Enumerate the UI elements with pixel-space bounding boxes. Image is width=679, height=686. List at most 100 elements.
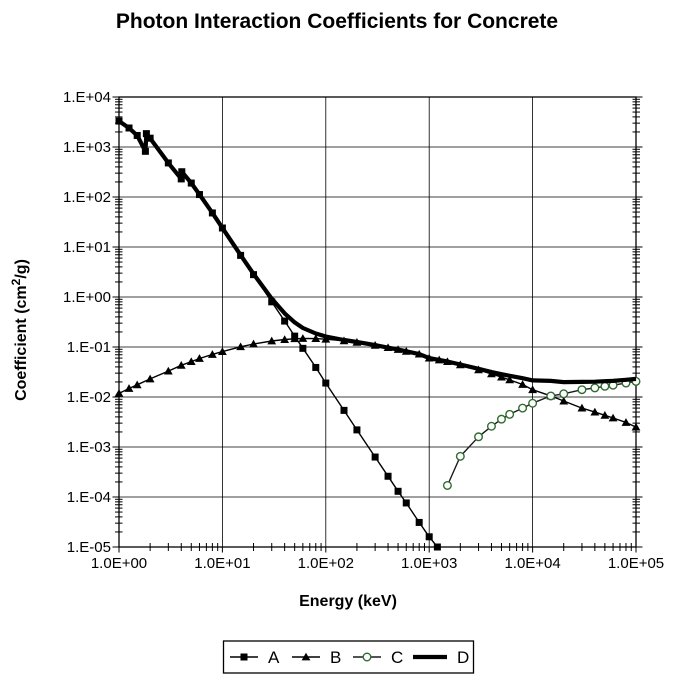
data-point-marker: [249, 339, 258, 348]
plot-frame: [118, 96, 637, 548]
axis-ticks: [112, 96, 643, 553]
data-point-marker: [124, 384, 134, 392]
data-point-marker: [163, 366, 173, 375]
y-tick-label: 1.E+00: [63, 289, 111, 306]
data-point-marker: [631, 422, 641, 431]
legend-entry-D: D: [413, 648, 469, 667]
data-point-marker: [371, 453, 379, 461]
data-point-marker: [322, 379, 330, 387]
plot-border: [118, 96, 637, 548]
data-point-marker: [115, 117, 123, 125]
data-point-marker: [559, 396, 569, 405]
data-point-marker: [455, 451, 465, 461]
y-tick-label: 1.E-03: [67, 439, 111, 456]
series-D: [117, 119, 637, 385]
data-point-marker: [559, 389, 569, 399]
data-point-marker: [268, 298, 276, 306]
y-axis-title: Coefficient (cm2/g): [9, 259, 30, 401]
y-tick-label: 1.E+03: [63, 139, 111, 156]
data-point-marker: [384, 472, 392, 480]
y-tick-label: 1.E+01: [63, 239, 111, 256]
x-tick-label: 1.0E+01: [194, 555, 250, 572]
x-tick-label: 1.0E+05: [608, 555, 664, 572]
data-point-marker: [280, 335, 290, 343]
data-point-marker: [195, 354, 204, 362]
legend-label-C: C: [391, 648, 403, 667]
data-point-marker: [362, 652, 372, 662]
x-tick-label: 1.0E+03: [401, 555, 457, 572]
data-point-marker: [114, 389, 124, 397]
data-point-marker: [600, 411, 610, 419]
legend-entry-B: B: [292, 648, 341, 667]
data-point-marker: [240, 653, 248, 661]
series-A-line: [118, 120, 438, 548]
data-point-marker: [518, 380, 527, 388]
series-C: [442, 376, 641, 490]
legend-label-D: D: [457, 648, 469, 667]
data-point-marker: [590, 407, 600, 416]
y-tick-label: 1.E+02: [63, 189, 111, 206]
legend-entry-A: A: [230, 648, 280, 667]
data-point-marker: [267, 336, 277, 345]
data-point-marker: [218, 347, 227, 355]
legend-label-B: B: [330, 648, 341, 667]
data-point-marker: [518, 403, 528, 413]
data-point-marker: [321, 334, 331, 343]
series-A: [115, 117, 441, 551]
data-point-marker: [528, 398, 538, 408]
y-tick-label: 1.E-02: [67, 389, 111, 406]
data-point-marker: [546, 391, 556, 401]
data-point-marker: [281, 317, 289, 325]
data-point-marker: [496, 414, 506, 424]
data-point-marker: [433, 543, 441, 551]
data-point-marker: [486, 421, 496, 431]
y-tick-label: 1.E-01: [67, 339, 111, 356]
x-axis-title: Energy (keV): [299, 593, 397, 610]
data-point-marker: [236, 342, 246, 351]
data-point-marker: [186, 357, 196, 366]
data-point-marker: [442, 480, 452, 490]
data-point-marker: [402, 499, 410, 507]
x-tick-label: 1.0E+00: [91, 555, 147, 572]
data-point-marker: [145, 374, 155, 383]
data-point-marker: [577, 403, 587, 412]
data-point-marker: [528, 385, 537, 394]
data-point-marker: [353, 426, 361, 434]
data-point-marker: [608, 413, 618, 422]
data-series: [114, 117, 641, 551]
y-tick-label: 1.E+04: [63, 89, 111, 106]
data-point-marker: [577, 385, 587, 395]
series-C-markers: [442, 376, 641, 490]
data-point-marker: [299, 344, 307, 352]
x-tick-labels: 1.0E+00 1.0E+01 1.0E+02 1.0E+03 1.0E+04 1.0E+…: [91, 555, 664, 572]
data-point-marker: [311, 334, 321, 343]
data-point-marker: [290, 334, 300, 343]
series-A-markers: [115, 117, 441, 551]
data-point-marker: [207, 350, 217, 358]
data-point-marker: [497, 372, 506, 381]
series-D-line: [117, 119, 637, 385]
gridlines: [119, 97, 636, 547]
y-tick-labels: 1.E+04 1.E+03 1.E+02 1.E+01 1.E+00 1.E-01 1.E-…: [63, 89, 111, 556]
data-point-marker: [132, 380, 142, 389]
legend-label-A: A: [268, 648, 280, 667]
y-tick-label: 1.E-04: [67, 489, 111, 506]
legend-entry-C: C: [353, 648, 403, 667]
legend: A B C D: [222, 640, 475, 674]
x-tick-label: 1.0E+04: [504, 555, 560, 572]
data-point-marker: [301, 652, 311, 661]
chart-title: Photon Interaction Coefficients for Conc…: [116, 10, 558, 33]
data-point-marker: [415, 518, 423, 526]
data-point-marker: [298, 334, 308, 342]
data-point-marker: [312, 363, 320, 371]
data-point-marker: [505, 409, 515, 419]
data-point-marker: [176, 361, 186, 369]
x-tick-label: 1.0E+02: [298, 555, 354, 572]
data-point-marker: [505, 375, 515, 384]
data-point-marker: [340, 406, 348, 414]
data-point-marker: [590, 383, 600, 393]
data-point-marker: [394, 487, 402, 495]
data-point-marker: [425, 533, 433, 541]
data-point-marker: [621, 418, 631, 426]
